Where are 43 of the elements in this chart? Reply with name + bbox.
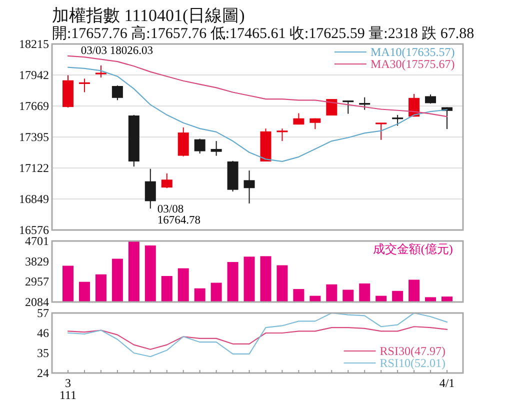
x-tick-label: 3 111 <box>59 376 77 402</box>
y-tick-label: 24 <box>37 366 49 380</box>
candlestick <box>112 84 123 101</box>
legend-label: MA30(17575.67) <box>370 57 455 71</box>
y-tick-label: 3829 <box>25 254 49 268</box>
candlestick <box>342 100 354 114</box>
legend-label: RSI30(47.97) <box>380 344 446 358</box>
candlestick <box>326 98 338 116</box>
y-tick-label: 18215 <box>19 37 49 51</box>
y-tick-label: 2084 <box>25 295 49 309</box>
y-tick-label: 35 <box>37 346 49 360</box>
candlestick <box>194 138 206 154</box>
y-tick-label: 4701 <box>25 234 49 248</box>
y-tick-label: 46 <box>37 326 49 340</box>
y-tick-label: 16576 <box>19 223 49 237</box>
y-tick-label: 57 <box>37 306 49 320</box>
y-tick-label: 17122 <box>19 161 49 176</box>
legend-label: RSI10(52.01) <box>380 356 446 370</box>
candlestick <box>244 170 255 204</box>
candlestick <box>95 64 106 78</box>
x-tick-label: 4/1 <box>439 376 455 390</box>
candlestick <box>376 122 387 140</box>
chart-subtitle: 開:17657.76 高:17657.76 低:17465.61 收:17625.59 量:2318 跌 67.88 <box>52 25 474 42</box>
candlestick <box>161 172 172 189</box>
annotation: 03/08 16764.78 <box>157 204 201 227</box>
y-tick-label: 17669 <box>19 98 49 113</box>
candlestick <box>144 168 156 210</box>
annotation: 03/03 18026.03 <box>80 45 154 57</box>
candlestick <box>78 78 90 93</box>
legend-label: MA10(17635.57) <box>370 45 455 59</box>
line-series <box>67 312 448 358</box>
candlestick <box>442 106 452 130</box>
y-tick-label: 16849 <box>19 192 49 206</box>
candlestick <box>392 114 404 126</box>
candlestick <box>210 140 222 156</box>
y-tick-label: 17942 <box>19 68 49 82</box>
candlestick <box>178 126 189 157</box>
candlestick <box>425 94 436 104</box>
text: 成交金額(億元) <box>372 242 453 256</box>
y-tick-label: 2957 <box>25 274 49 289</box>
candlestick <box>276 128 288 142</box>
y-tick-label: 17395 <box>19 130 49 144</box>
chart-title: 加權指數 1110401(日線圖) <box>52 6 245 25</box>
